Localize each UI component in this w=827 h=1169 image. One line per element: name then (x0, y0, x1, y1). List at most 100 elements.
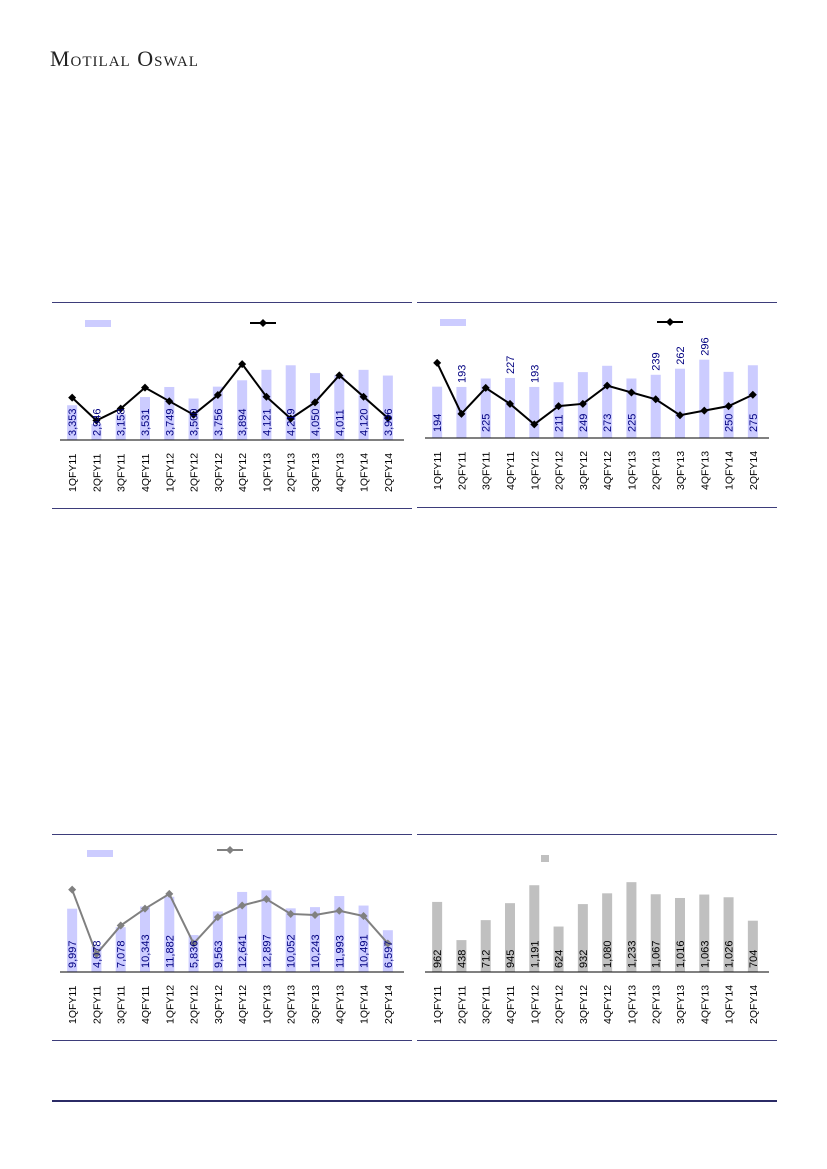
chart2-bottom-rule (417, 507, 777, 508)
bar (675, 897, 685, 972)
x-tick-label: 4QFY11 (505, 986, 517, 1024)
line-point (165, 397, 174, 406)
bar (529, 386, 540, 438)
x-tick-label: 1QFY14 (359, 453, 371, 492)
legend-line-marker (666, 318, 674, 326)
line-point (213, 913, 222, 922)
data-label: 1,026 (724, 940, 736, 968)
line-point (433, 358, 442, 367)
x-tick-label: 2QFY11 (91, 454, 103, 492)
data-label: 932 (578, 950, 590, 968)
x-tick-label: 3QFY13 (310, 985, 322, 1024)
x-tick-label: 3QFY11 (481, 986, 493, 1024)
bar (188, 935, 199, 972)
bar (699, 359, 710, 438)
data-label: 3,996 (383, 408, 395, 436)
x-tick-label: 1QFY12 (164, 453, 176, 492)
line-point (335, 371, 344, 380)
bar (334, 896, 345, 972)
line-point (262, 895, 271, 904)
chart1-bottom-rule (52, 508, 412, 509)
bar (164, 896, 175, 972)
bar (310, 373, 320, 440)
x-tick-label: 2QFY14 (383, 985, 395, 1024)
data-label: 1,233 (626, 940, 638, 968)
data-label: 10,243 (310, 934, 322, 968)
line-point (189, 939, 198, 948)
data-label: 3,531 (140, 408, 152, 436)
chart-1: 3,353 2,946 3,158 3,531 3,749 3,500 3,756 3,894… (60, 319, 404, 492)
x-tick-label: 3QFY12 (213, 985, 225, 1024)
bar (577, 904, 588, 972)
data-label: 11,993 (334, 935, 346, 968)
line-point (165, 889, 174, 898)
data-label: 227 (505, 356, 517, 374)
data-label: 4,050 (310, 408, 322, 436)
data-label: 4,121 (261, 408, 273, 436)
line-point (359, 912, 368, 921)
x-tick-label: 2QFY11 (456, 986, 468, 1024)
line-point (554, 402, 563, 411)
line-point (359, 392, 368, 401)
footer-rule (52, 1100, 777, 1102)
data-label: 262 (675, 346, 687, 364)
data-label: 12,897 (261, 934, 273, 968)
legend-line-marker (226, 846, 234, 854)
x-tick-label: 3QFY12 (578, 451, 590, 490)
data-label: 712 (481, 950, 493, 968)
series-line (71, 889, 389, 956)
x-tick-label: 2QFY11 (456, 452, 468, 490)
line-point (676, 411, 684, 420)
x-tick-label: 2QFY13 (286, 985, 298, 1024)
line-point (383, 939, 392, 948)
data-label: 4,078 (91, 940, 103, 968)
x-tick-label: 1QFY11 (432, 452, 444, 490)
x-tick-label: 2QFY13 (286, 453, 298, 492)
bar (626, 378, 637, 438)
bar (310, 907, 320, 972)
chart-4: 962 438 712 945 1,191 624 932 1,080 1,233 1,067 1,… (425, 855, 769, 1024)
x-tick-label: 1QFY12 (164, 985, 176, 1024)
series-line (436, 362, 754, 426)
data-label: 3,158 (116, 408, 128, 436)
x-tick-label: 3QFY13 (675, 451, 687, 490)
x-tick-label: 1QFY14 (724, 985, 736, 1024)
line-point (651, 395, 660, 404)
data-label: 945 (505, 950, 517, 968)
x-tick-label: 3QFY12 (213, 453, 225, 492)
bar (212, 911, 223, 972)
bar (91, 424, 102, 440)
bar (261, 369, 272, 440)
bar (140, 906, 150, 972)
line-point (286, 414, 295, 423)
data-label: 225 (626, 414, 638, 432)
bar (285, 908, 296, 972)
data-label: 10,491 (359, 934, 371, 968)
data-label: 1,191 (529, 940, 541, 968)
bar (334, 374, 345, 440)
x-tick-label: 4QFY12 (602, 451, 614, 490)
bar (115, 414, 126, 440)
x-tick-label: 1QFY13 (626, 451, 638, 490)
x-tick-label: 4QFY13 (334, 453, 346, 492)
data-label: 1,016 (675, 940, 687, 968)
bar (480, 378, 491, 438)
x-tick-label: 1QFY13 (261, 453, 273, 492)
line-point (457, 409, 466, 418)
bar (553, 926, 564, 972)
bar (382, 930, 393, 972)
bar (115, 927, 126, 972)
x-tick-label: 1QFY13 (626, 985, 638, 1024)
series-line (71, 362, 389, 422)
bar (261, 890, 272, 972)
legend-bar-swatch (85, 320, 111, 327)
line-point (700, 406, 709, 415)
x-tick-label: 1QFY13 (261, 985, 273, 1024)
chart-3: 9,997 4,078 7,078 10,343 11,882 5,836 9,563 12,… (60, 846, 404, 1024)
x-tick-label: 1QFY14 (359, 985, 371, 1024)
x-tick-label: 1QFY11 (67, 454, 79, 492)
bar (699, 894, 710, 972)
chart2-top-rule (417, 302, 777, 303)
data-label: 3,756 (213, 408, 225, 436)
line-point (238, 360, 247, 369)
